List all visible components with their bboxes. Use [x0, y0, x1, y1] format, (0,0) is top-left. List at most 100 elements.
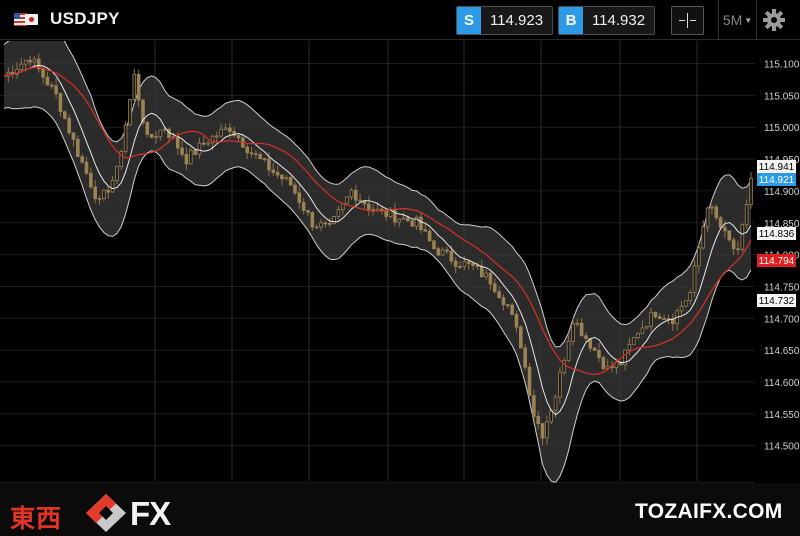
sell-tag[interactable]: S [457, 7, 481, 34]
candle-body [410, 220, 415, 227]
price-chart[interactable]: 115.100115.050115.000114.950114.900114.8… [0, 41, 800, 536]
sell-price[interactable]: 114.923 [481, 7, 552, 34]
candle-body [215, 135, 219, 138]
price-tag-label: 114.732 [759, 296, 795, 307]
candle-body [679, 305, 684, 312]
candle-body [688, 291, 692, 301]
candle-body [692, 265, 697, 293]
candle-body [488, 272, 493, 285]
candle-body [323, 222, 328, 225]
candle-body [45, 76, 50, 86]
price-tags: 114.941 114.921 114.836 114.794 114.732 [757, 160, 796, 307]
timeframe-dropdown[interactable]: 5M ▼ [718, 0, 757, 40]
candle-body [297, 192, 302, 203]
candle-body [653, 311, 658, 318]
candle-body [54, 85, 58, 94]
candle-body [319, 222, 323, 228]
candle-body [575, 322, 580, 325]
candle-body [636, 333, 640, 338]
candle-body [141, 99, 145, 123]
candle-body [210, 135, 215, 144]
y-tick-label: 115.100 [764, 60, 800, 71]
candle-body [345, 196, 349, 204]
candle-body [332, 216, 336, 225]
candle-body [136, 73, 141, 101]
candle-body [710, 206, 714, 209]
timeframe-label[interactable]: 5M [722, 12, 743, 28]
y-tick-label: 115.000 [764, 123, 800, 134]
candle-body [475, 265, 480, 267]
candle-body [188, 149, 193, 165]
candle-body [271, 169, 276, 173]
candle-body [571, 323, 575, 342]
candle-body [63, 111, 67, 119]
candle-body [427, 230, 432, 242]
candle-body [76, 138, 80, 158]
candle-body [36, 58, 41, 70]
chart-grid [0, 41, 755, 481]
chart-header: USDJPY S 114.923 B 114.932 5M ▼ [0, 0, 800, 40]
candle-body [149, 133, 154, 138]
candle-body [731, 239, 736, 250]
candle-body [19, 63, 24, 71]
price-tag-label: 114.836 [759, 229, 795, 240]
y-tick-label: 114.750 [764, 282, 800, 293]
candle-body [510, 304, 514, 315]
symbol-label[interactable]: USDJPY [50, 9, 120, 28]
candle-body [497, 291, 501, 299]
candle-body [605, 365, 610, 369]
candle-body [397, 218, 402, 223]
candle-body [718, 217, 723, 228]
candle-body [349, 189, 354, 198]
candle-body [393, 209, 397, 223]
candle-body [566, 340, 571, 362]
candle-body [401, 217, 406, 220]
candle-body [484, 272, 488, 278]
candle-body [644, 325, 649, 329]
buy-button[interactable]: B 114.932 [558, 6, 655, 35]
candle-body [232, 130, 236, 136]
candle-body [623, 349, 627, 366]
candle-body [262, 158, 267, 161]
candle-body [280, 174, 284, 180]
candle-body [523, 347, 527, 368]
candle-body [49, 84, 54, 87]
candle-body [201, 142, 206, 145]
candle-body [154, 136, 158, 139]
y-tick-label: 114.850 [764, 219, 800, 230]
gear-icon[interactable] [762, 8, 786, 32]
candlestick-series [6, 53, 753, 446]
candle-body [532, 395, 536, 417]
candle-body [514, 314, 519, 328]
candle-body [584, 335, 588, 339]
crosshair-button[interactable] [671, 6, 704, 35]
sell-button[interactable]: S 114.923 [456, 6, 553, 35]
candle-body [367, 203, 371, 210]
candle-body [110, 179, 115, 193]
candle-body [640, 327, 645, 335]
candle-body [549, 410, 554, 423]
candle-body [423, 229, 428, 232]
candle-body [492, 283, 497, 293]
buy-price[interactable]: 114.932 [583, 7, 654, 34]
y-tick-label: 115.050 [764, 91, 800, 102]
candle-body [306, 210, 310, 213]
candle-body [727, 230, 732, 241]
candle-body [314, 226, 319, 229]
candle-body [236, 135, 241, 139]
candle-body [519, 326, 523, 349]
candle-body [301, 202, 306, 211]
candle-body [505, 304, 510, 307]
candle-body [223, 127, 228, 130]
candle-body [536, 415, 540, 424]
y-tick-label: 114.550 [764, 410, 800, 421]
candle-body [132, 73, 137, 100]
candle-body [466, 261, 471, 264]
chevron-down-icon[interactable]: ▼ [744, 15, 753, 25]
candle-body [310, 211, 315, 228]
buy-tag[interactable]: B [559, 7, 583, 34]
candle-body [553, 396, 558, 411]
candle-body [705, 207, 710, 228]
candle-body [662, 318, 666, 320]
candle-body [197, 142, 202, 155]
